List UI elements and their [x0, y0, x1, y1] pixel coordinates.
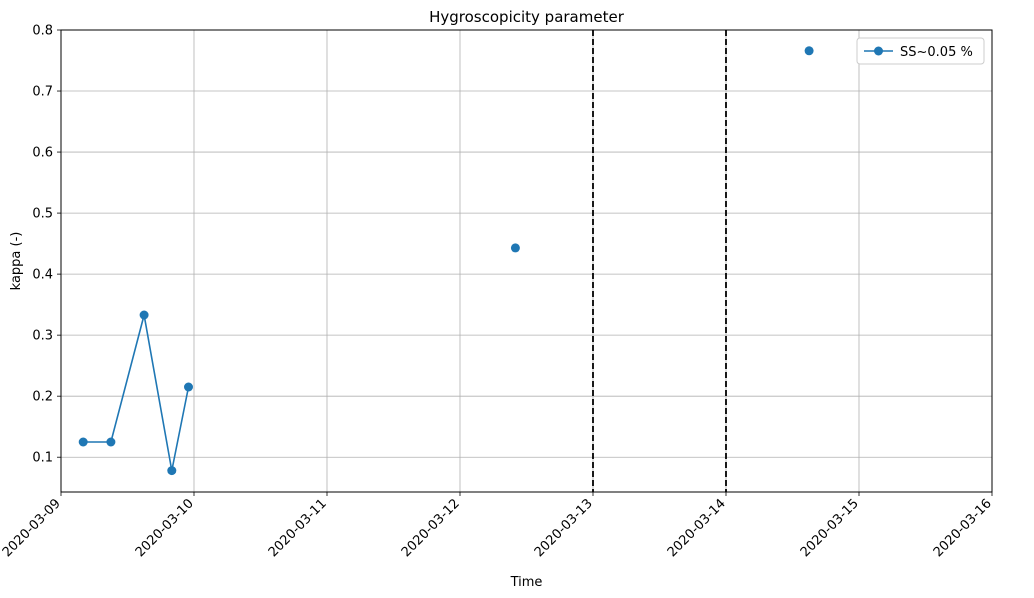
legend-label: SS~0.05 %	[900, 45, 973, 60]
x-tick-label: 2020-03-16	[931, 496, 995, 560]
chart-title: Hygroscopicity parameter	[429, 8, 625, 26]
x-tick-label: 2020-03-10	[133, 496, 197, 560]
legend: SS~0.05 %	[856, 37, 985, 65]
y-tick-label: 0.8	[32, 24, 53, 39]
y-tick-label: 0.5	[32, 207, 53, 222]
legend-marker	[874, 46, 883, 56]
legend-box	[856, 37, 985, 65]
data-point	[106, 437, 116, 447]
y-tick-label: 0.4	[32, 268, 53, 283]
x-axis-label: Time	[510, 575, 543, 590]
x-tick-label: 2020-03-11	[266, 496, 330, 560]
y-tick-label: 0.1	[32, 451, 53, 466]
data-series	[78, 46, 814, 476]
y-axis: 0.1 0.2 0.3 0.4 0.5 0.6 0.7 0.8	[32, 24, 61, 466]
data-point	[804, 46, 814, 56]
plot-frame	[60, 29, 993, 493]
y-tick-label: 0.7	[32, 85, 53, 100]
x-tick-label: 2020-03-14	[665, 496, 729, 560]
x-tick-label: 2020-03-15	[798, 496, 862, 560]
data-point	[78, 437, 88, 447]
y-tick-label: 0.2	[32, 390, 53, 405]
x-axis: 2020-03-09 2020-03-10 2020-03-11 2020-03-12…	[0, 492, 995, 560]
x-tick-label: 2020-03-13	[532, 496, 596, 560]
y-tick-label: 0.6	[32, 146, 53, 161]
data-point	[139, 310, 149, 320]
data-point	[184, 382, 193, 392]
y-tick-label: 0.3	[32, 329, 53, 344]
x-tick-label: 2020-03-12	[399, 496, 463, 560]
y-axis-label: kappa (-)	[9, 232, 24, 291]
reference-lines	[592, 30, 727, 492]
data-point	[510, 243, 520, 253]
data-point	[167, 466, 177, 476]
plot-area	[61, 30, 992, 492]
x-tick-label: 2020-03-09	[0, 496, 64, 560]
